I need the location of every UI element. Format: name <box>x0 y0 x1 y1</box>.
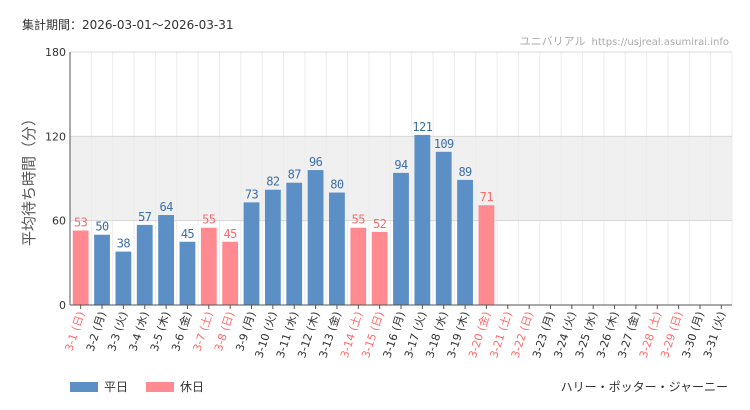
data-label: 52 <box>373 217 387 231</box>
bar[interactable] <box>414 134 431 305</box>
legend: 平日 休日 <box>70 378 204 395</box>
data-label: 55 <box>202 213 216 227</box>
data-label: 82 <box>266 175 280 189</box>
data-label: 87 <box>288 168 302 182</box>
bar[interactable] <box>350 227 367 305</box>
data-label: 50 <box>95 220 109 234</box>
data-label: 45 <box>181 227 195 241</box>
legend-label-holiday: 休日 <box>180 380 205 394</box>
bar[interactable] <box>329 192 345 305</box>
data-label: 89 <box>458 165 472 179</box>
bar[interactable] <box>243 202 260 305</box>
data-label: 73 <box>245 187 259 201</box>
y-tick-label: 120 <box>45 130 66 143</box>
bar[interactable] <box>307 170 324 305</box>
bar[interactable] <box>222 241 239 305</box>
bar[interactable] <box>200 227 217 305</box>
bar[interactable] <box>435 151 452 305</box>
bar[interactable] <box>478 205 495 305</box>
y-tick-label: 60 <box>52 215 66 228</box>
bars <box>72 134 495 305</box>
legend-swatch-weekday <box>70 381 98 392</box>
data-label: 80 <box>330 178 344 192</box>
data-label: 55 <box>352 213 366 227</box>
bar[interactable] <box>179 241 196 305</box>
data-label: 64 <box>159 200 173 214</box>
bar[interactable] <box>136 224 153 305</box>
data-label: 71 <box>480 190 494 204</box>
legend-swatch-holiday <box>146 381 175 392</box>
site-url[interactable]: https://usjreal.asumirai.info <box>591 37 729 48</box>
bar[interactable] <box>286 182 303 305</box>
bar[interactable] <box>115 251 132 305</box>
legend-item-weekday[interactable]: 平日 <box>70 378 128 395</box>
data-label: 109 <box>434 137 454 151</box>
data-label: 121 <box>412 120 432 134</box>
bar[interactable] <box>371 231 388 305</box>
legend-item-holiday[interactable]: 休日 <box>146 378 204 395</box>
data-label: 38 <box>117 237 131 251</box>
data-label: 53 <box>74 216 88 230</box>
data-label: 94 <box>394 158 408 172</box>
axes <box>69 52 732 309</box>
y-tick-label: 0 <box>59 299 66 312</box>
bar[interactable] <box>264 189 281 305</box>
legend-label-weekday: 平日 <box>104 380 129 394</box>
y-tick-labels: 0 60 120 180 <box>45 46 66 312</box>
data-label: 57 <box>138 210 152 224</box>
data-label: 45 <box>224 227 238 241</box>
attraction-name: ハリー・ポッター・ジャーニー <box>560 380 728 394</box>
x-tick-labels: 3-1 (日)3-2 (月)3-3 (火)3-4 (水)3-5 (木)3-6 (… <box>62 310 728 360</box>
bar[interactable] <box>393 172 409 305</box>
site-credit: ユニバリアル https://usjreal.asumirai.info <box>520 33 729 49</box>
bar[interactable] <box>457 179 473 305</box>
y-axis-label: 平均待ち時間（分） <box>20 111 38 246</box>
bar[interactable] <box>158 215 174 305</box>
site-name: ユニバリアル <box>519 35 586 48</box>
bar[interactable] <box>94 234 110 305</box>
y-tick-label: 180 <box>45 46 66 59</box>
bar[interactable] <box>72 230 89 305</box>
data-label: 96 <box>309 155 323 169</box>
period-label: 集計期間：2026-03-01～2026-03-31 <box>22 18 234 32</box>
